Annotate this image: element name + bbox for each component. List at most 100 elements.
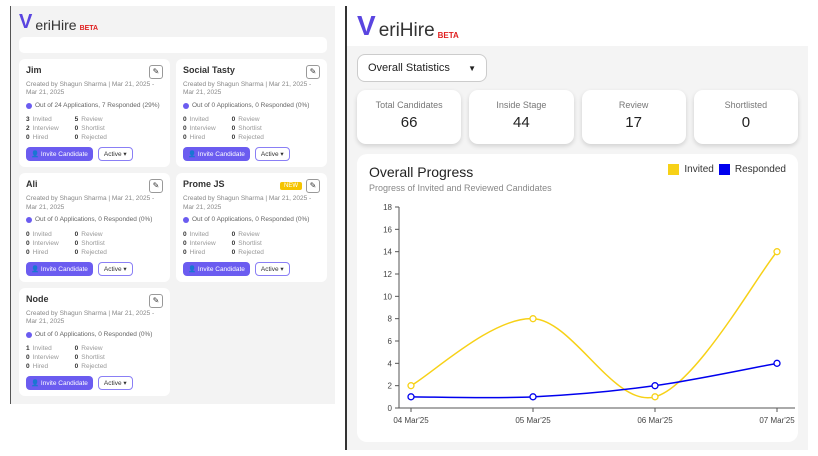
x-tick-label: 06 Mar'25 xyxy=(637,416,673,425)
stat-value: 17 xyxy=(625,114,642,131)
legend-swatch-invited xyxy=(668,164,680,175)
stat-label: Shortlist xyxy=(81,239,105,247)
stat-count: 3 xyxy=(26,116,30,124)
stat-count: 0 xyxy=(231,248,236,256)
job-title[interactable]: Prome JS xyxy=(183,179,225,190)
logo-text: eriHire xyxy=(35,17,77,33)
job-stat: 0 Interview xyxy=(26,240,59,247)
y-tick-label: 4 xyxy=(388,359,393,368)
stat-label: Rejected xyxy=(238,134,264,142)
job-stat: 0 Hired xyxy=(26,134,59,141)
job-stat: 0 Hired xyxy=(26,363,59,370)
job-stat: 5 Review xyxy=(75,116,107,123)
stat-count: 0 xyxy=(231,125,236,133)
status-select[interactable]: Active ▾ xyxy=(254,147,290,162)
stat-count: 0 xyxy=(26,362,30,370)
y-tick-label: 10 xyxy=(383,292,392,301)
job-title[interactable]: Jim xyxy=(26,65,42,75)
edit-icon[interactable]: ✎ xyxy=(149,179,163,194)
job-card[interactable]: Jim ✎ Created by Shagun Sharma | Mar 21,… xyxy=(19,59,170,168)
stat-value: 44 xyxy=(513,114,530,131)
chart-legend: Invited Responded xyxy=(668,164,786,175)
job-card[interactable]: Node ✎ Created by Shagun Sharma | Mar 21… xyxy=(19,287,170,396)
edit-icon[interactable]: ✎ xyxy=(306,65,320,79)
stat-count: 0 xyxy=(183,134,187,142)
invite-label: Invite Candidate xyxy=(197,265,245,273)
job-stat: 0 Rejected xyxy=(75,249,107,256)
stat-count: 0 xyxy=(183,116,187,124)
job-card-grid: Jim ✎ Created by Shagun Sharma | Mar 21,… xyxy=(19,59,327,396)
job-card[interactable]: Prome JS NEW ✎ Created by Shagun Sharma |… xyxy=(176,173,327,282)
invite-candidate-button[interactable]: 👤 Invite Candidate xyxy=(26,261,93,276)
user-icon: 👤 xyxy=(31,379,40,387)
data-point-invited xyxy=(407,382,415,390)
edit-icon[interactable]: ✎ xyxy=(149,293,163,308)
stat-label: Hired xyxy=(32,248,49,256)
stat-label: Invited xyxy=(32,230,52,238)
edit-icon[interactable]: ✎ xyxy=(306,179,320,194)
job-title[interactable]: Ali xyxy=(26,179,38,190)
stat-label: Interview xyxy=(32,353,59,361)
edit-icon[interactable]: ✎ xyxy=(149,65,163,79)
job-card[interactable]: Ali ✎ Created by Shagun Sharma | Mar 21,… xyxy=(19,173,170,282)
job-title[interactable]: Social Tasty xyxy=(183,65,235,75)
job-stat: 0 Hired xyxy=(183,134,216,141)
applications-icon xyxy=(183,102,189,109)
applications-text: Out of 0 Applications, 0 Responded (0%) xyxy=(192,101,310,109)
job-stat: 0 Interview xyxy=(183,125,216,132)
stat-count: 1 xyxy=(26,344,30,352)
stat-count: 2 xyxy=(26,125,30,133)
applications-summary: Out of 0 Applications, 0 Responded (0%) xyxy=(26,331,163,339)
applications-icon xyxy=(26,217,32,224)
invite-candidate-button[interactable]: 👤 Invite Candidate xyxy=(183,147,250,162)
job-title[interactable]: Node xyxy=(26,293,49,304)
job-stat: 0 Interview xyxy=(26,354,59,361)
search-bar[interactable] xyxy=(19,37,327,53)
y-tick-label: 8 xyxy=(388,315,393,324)
stat-count: 0 xyxy=(26,230,30,238)
chart-subtitle: Progress of Invited and Reviewed Candida… xyxy=(369,183,552,193)
invite-candidate-button[interactable]: 👤 Invite Candidate xyxy=(183,261,250,276)
stat-count: 0 xyxy=(26,353,30,361)
y-tick-label: 2 xyxy=(388,382,393,391)
invite-candidate-button[interactable]: 👤 Invite Candidate xyxy=(26,147,93,162)
legend-swatch-responded xyxy=(718,164,730,175)
logo-text: eriHire xyxy=(378,20,435,41)
beta-badge: BETA xyxy=(79,25,99,32)
legend-label-responded[interactable]: Responded xyxy=(734,164,786,175)
stat-label: Shortlist xyxy=(238,125,262,133)
job-stat: 0 Shortlist xyxy=(232,125,264,132)
job-card[interactable]: Social Tasty ✎ Created by Shagun Sharma … xyxy=(176,59,327,168)
stat-label: Invited xyxy=(32,344,52,352)
status-select[interactable]: Active ▾ xyxy=(97,147,133,162)
stat-label: Invited xyxy=(189,230,209,238)
applications-summary: Out of 24 Applications, 7 Responded (29%… xyxy=(26,102,163,110)
job-stat: 1 Invited xyxy=(26,345,59,352)
invite-candidate-button[interactable]: 👤 Invite Candidate xyxy=(26,375,93,390)
job-stat: 0 Invited xyxy=(183,231,216,238)
select-value: Overall Statistics xyxy=(368,62,450,74)
logo-v: V xyxy=(19,11,33,33)
stat-value: 0 xyxy=(741,114,751,131)
legend-label-invited[interactable]: Invited xyxy=(684,164,714,175)
stat-label: Shortlisted xyxy=(724,100,768,110)
stat-total-candidates: Total Candidates 66 xyxy=(357,90,462,144)
user-icon: 👤 xyxy=(31,265,40,273)
job-stat: 0 Invited xyxy=(26,231,59,238)
stat-count: 0 xyxy=(26,134,30,142)
stat-count: 0 xyxy=(231,134,236,142)
logo-v: V xyxy=(357,10,376,41)
status-select[interactable]: Active ▾ xyxy=(254,261,290,276)
stat-label: Shortlist xyxy=(81,125,105,133)
status-select[interactable]: Active ▾ xyxy=(97,261,133,276)
job-stat: 0 Shortlist xyxy=(75,125,107,132)
statistics-select[interactable]: Overall Statistics ▼ xyxy=(357,54,487,82)
stat-count: 0 xyxy=(183,230,187,238)
stat-label: Interview xyxy=(189,125,216,133)
job-stat: 3 Invited xyxy=(26,116,59,123)
y-tick-label: 16 xyxy=(383,225,392,234)
stat-label: Review xyxy=(238,230,260,238)
user-icon: 👤 xyxy=(188,151,197,159)
applications-text: Out of 0 Applications, 0 Responded (0%) xyxy=(192,216,310,224)
status-select[interactable]: Active ▾ xyxy=(97,375,133,390)
